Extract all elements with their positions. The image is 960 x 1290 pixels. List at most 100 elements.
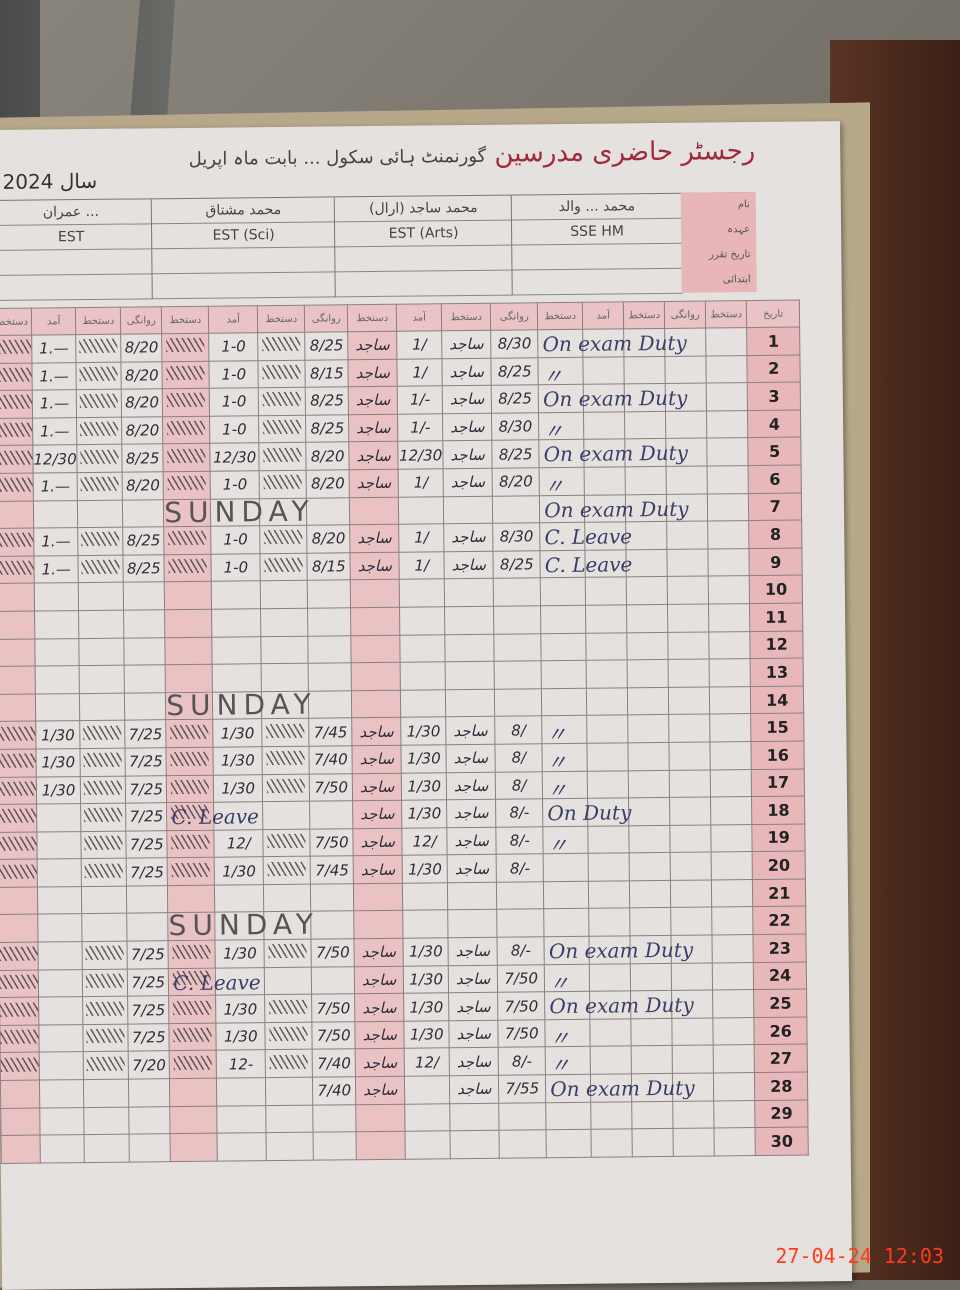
register-title: رجسٹر حاضری مدرسین گورنمنٹ ہائی سکول ...… — [189, 136, 756, 172]
time-entry: ساجد — [446, 771, 496, 800]
time-entry: ساجد — [443, 523, 494, 552]
cell — [312, 1104, 357, 1133]
cell — [124, 637, 166, 666]
cell — [545, 1101, 592, 1130]
cell — [0, 942, 39, 971]
cell — [586, 715, 629, 744]
cell — [264, 966, 312, 995]
cell — [709, 686, 751, 715]
cell — [0, 473, 34, 502]
cell — [629, 825, 671, 854]
time-entry: 7/50 — [497, 964, 545, 993]
cell — [81, 885, 127, 915]
time-entry: 8/15 — [307, 552, 351, 581]
cell — [669, 797, 712, 826]
cell — [624, 356, 666, 385]
column-header: آمد — [208, 305, 258, 334]
cell — [706, 355, 748, 384]
cell — [404, 1075, 450, 1104]
cell — [35, 665, 80, 694]
signature-scribble — [172, 945, 211, 960]
cell — [0, 748, 37, 777]
hm-note: On exam Duty — [543, 441, 689, 467]
column-header: دستخط — [257, 305, 305, 333]
cell — [0, 500, 34, 529]
time-entry: ساجد — [448, 992, 499, 1021]
cell — [709, 658, 751, 687]
cell — [710, 769, 752, 798]
cell — [586, 687, 628, 716]
cell: On exam Duty — [537, 329, 687, 358]
cell — [546, 1129, 592, 1158]
signature-scribble — [167, 448, 206, 463]
cell: 〃 — [543, 825, 589, 857]
cell — [447, 882, 497, 911]
teacher-name: عمران ... — [0, 199, 151, 226]
time-entry: 8/ — [495, 771, 543, 800]
cell — [311, 966, 355, 995]
time-entry: 8/20 — [121, 416, 164, 445]
serial-header: تاریخ — [746, 300, 800, 328]
hm-note: On exam Duty — [544, 496, 689, 522]
serial-number: 2 — [747, 354, 801, 383]
cell — [447, 909, 498, 938]
cell — [672, 1045, 714, 1074]
signature-scribble — [0, 864, 37, 879]
teacher-column-4: عمران ... EST — [0, 199, 152, 301]
cell — [585, 577, 627, 606]
cell — [34, 638, 80, 667]
cell — [169, 1078, 217, 1107]
time-entry: ساجد — [352, 800, 403, 829]
time-entry: 1/30 — [215, 994, 266, 1024]
signature-scribble — [167, 393, 206, 408]
signature-scribble — [0, 946, 38, 962]
cell — [260, 608, 309, 637]
time-entry: 1/30 — [213, 774, 263, 803]
signature-scribble — [84, 863, 124, 878]
time-entry: 1-0 — [211, 553, 261, 582]
hm-note: On exam Duty — [549, 992, 694, 1019]
cell — [665, 355, 707, 384]
column-header: دستخط — [705, 300, 747, 329]
time-entry: 7/40 — [312, 1076, 356, 1105]
cell: On exam Duty — [544, 936, 693, 965]
serial-number: 24 — [753, 961, 807, 990]
time-entry: 7/45 — [310, 856, 354, 885]
time-entry: ساجد — [449, 1075, 499, 1104]
cell — [124, 664, 166, 693]
time-entry: 7/25 — [127, 995, 170, 1024]
cell — [541, 632, 587, 661]
cell — [631, 1045, 673, 1074]
signature-scribble — [0, 1029, 39, 1045]
cell — [399, 606, 446, 635]
serial-number: 1 — [746, 327, 801, 356]
cell — [76, 389, 122, 418]
cell: C. Leave — [166, 802, 259, 831]
cell: On exam Duty — [545, 1074, 695, 1103]
cell — [707, 465, 749, 494]
cell — [217, 1132, 267, 1161]
cell — [35, 693, 80, 722]
cell — [260, 552, 308, 582]
cell — [668, 714, 711, 743]
cell — [170, 1133, 218, 1162]
cell — [0, 390, 33, 419]
serial-number: 26 — [754, 1016, 808, 1045]
cell: 〃 — [542, 743, 588, 774]
sunday-label: SUNDAY — [166, 687, 317, 722]
time-entry: ساجد — [442, 413, 493, 442]
teacher-designation: EST (Sci) — [151, 222, 336, 250]
cell — [123, 609, 166, 638]
cell — [350, 579, 400, 608]
cell — [590, 1046, 632, 1075]
cell — [590, 1018, 632, 1047]
cell — [351, 689, 401, 719]
cell — [0, 693, 36, 722]
time-entry: ساجد — [448, 964, 498, 993]
cell — [710, 741, 752, 770]
cell — [0, 666, 36, 695]
serial-number: 27 — [754, 1044, 808, 1073]
cell — [540, 605, 587, 634]
cell — [81, 830, 127, 859]
cell: 〃 — [545, 1019, 591, 1050]
